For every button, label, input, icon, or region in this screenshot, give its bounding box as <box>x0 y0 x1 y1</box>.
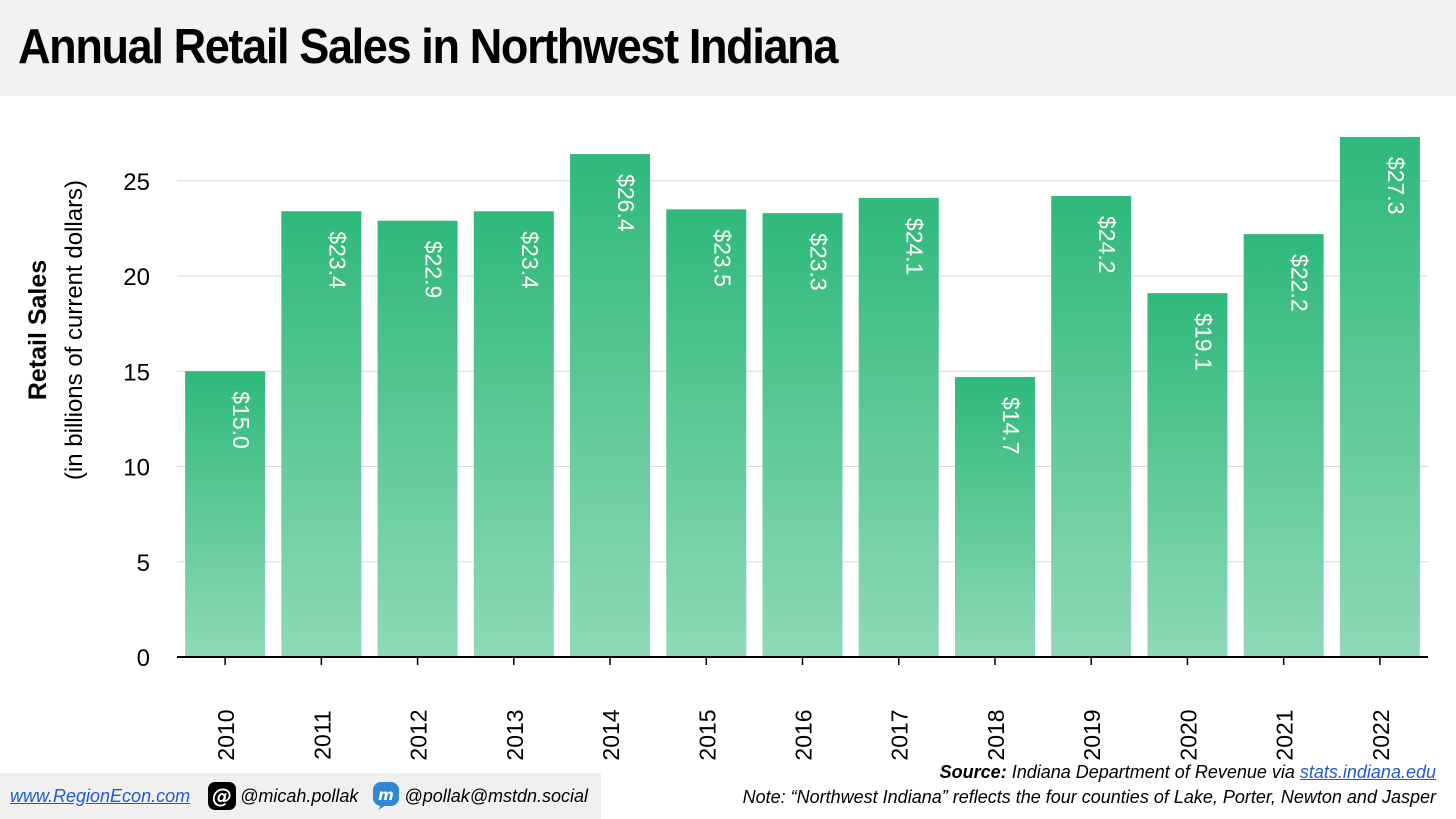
data-label: $22.9 <box>421 241 447 299</box>
x-tick-label: 2022 <box>1368 709 1394 760</box>
y-axis-subtitle: (in billions of current dollars) <box>61 180 88 480</box>
x-tick-label: 2020 <box>1175 709 1201 760</box>
x-tick-label: 2014 <box>598 709 624 760</box>
footer-source-note: Source: Indiana Department of Revenue vi… <box>743 760 1436 810</box>
bar <box>1051 195 1132 658</box>
data-label: $15.0 <box>228 391 254 449</box>
y-tick-label: 25 <box>123 169 150 196</box>
bar <box>473 211 554 658</box>
y-tick-label: 15 <box>123 359 150 386</box>
bar <box>954 376 1035 657</box>
data-label: $23.3 <box>806 233 832 291</box>
x-tick-label: 2017 <box>887 709 913 760</box>
data-label: $26.4 <box>613 174 639 232</box>
data-label: $23.5 <box>709 229 735 287</box>
y-tick-label: 20 <box>123 264 150 291</box>
mastodon-icon: m <box>373 782 400 810</box>
bar-chart: 0 5 10 15 20 25 $15.0 2010 $23.4 2011 $22.9 2012 $23… <box>24 136 1428 760</box>
data-label: $24.2 <box>1094 216 1120 274</box>
bar <box>377 220 458 657</box>
data-label: $19.1 <box>1190 313 1216 371</box>
bar <box>570 154 651 657</box>
source-text: Indiana Department of Revenue via <box>1006 762 1300 782</box>
data-label: $23.4 <box>517 231 543 289</box>
note-line: Note: “Northwest Indiana” reflects the f… <box>742 787 1436 807</box>
threads-icon: @ <box>208 782 237 810</box>
x-tick-label: 2012 <box>406 709 432 760</box>
data-label: $27.3 <box>1383 157 1409 215</box>
data-label: $24.1 <box>902 218 928 276</box>
y-tick-label: 10 <box>123 455 150 482</box>
bar <box>1339 136 1420 657</box>
y-tick-label: 0 <box>137 645 150 672</box>
source-label: Source: <box>939 762 1007 782</box>
threads-handle-group[interactable]: @ @micah.pollak <box>208 782 358 810</box>
x-tick-label: 2019 <box>1079 709 1105 760</box>
footer-social-bar: www.RegionEcon.com @ @micah.pollak m @po… <box>0 773 601 819</box>
y-axis-title: Retail Sales <box>24 260 52 400</box>
mastodon-handle: @pollak@mstdn.social <box>404 785 589 806</box>
chart-title: Annual Retail Sales in Northwest Indiana <box>18 20 838 74</box>
source-line: Source: Indiana Department of Revenue vi… <box>743 760 1436 785</box>
bar <box>666 209 747 657</box>
mastodon-handle-group[interactable]: m @pollak@mstdn.social <box>372 782 588 810</box>
bar <box>1147 293 1228 657</box>
x-tick-label: 2018 <box>983 709 1009 760</box>
bar <box>281 211 362 658</box>
source-link[interactable]: stats.indiana.edu <box>1299 762 1436 782</box>
data-label: $22.2 <box>1287 254 1313 312</box>
data-label: $14.7 <box>998 397 1024 455</box>
bar <box>1243 234 1324 657</box>
bar <box>762 213 843 657</box>
svg-text:m: m <box>379 786 395 804</box>
x-tick-label: 2016 <box>791 709 817 760</box>
svg-text:@: @ <box>212 784 232 808</box>
threads-handle: @micah.pollak <box>240 785 359 806</box>
x-tick-label: 2010 <box>213 709 239 760</box>
bar <box>858 197 939 657</box>
x-tick-label: 2015 <box>694 709 720 760</box>
x-tick-label: 2021 <box>1272 709 1298 760</box>
website-link[interactable]: www.RegionEcon.com <box>10 785 191 806</box>
x-tick-label: 2013 <box>502 709 528 760</box>
x-tick-label: 2011 <box>309 710 335 759</box>
data-label: $23.4 <box>324 231 350 289</box>
bar <box>185 371 266 657</box>
y-tick-label: 5 <box>137 550 150 577</box>
header-band <box>0 0 1456 96</box>
